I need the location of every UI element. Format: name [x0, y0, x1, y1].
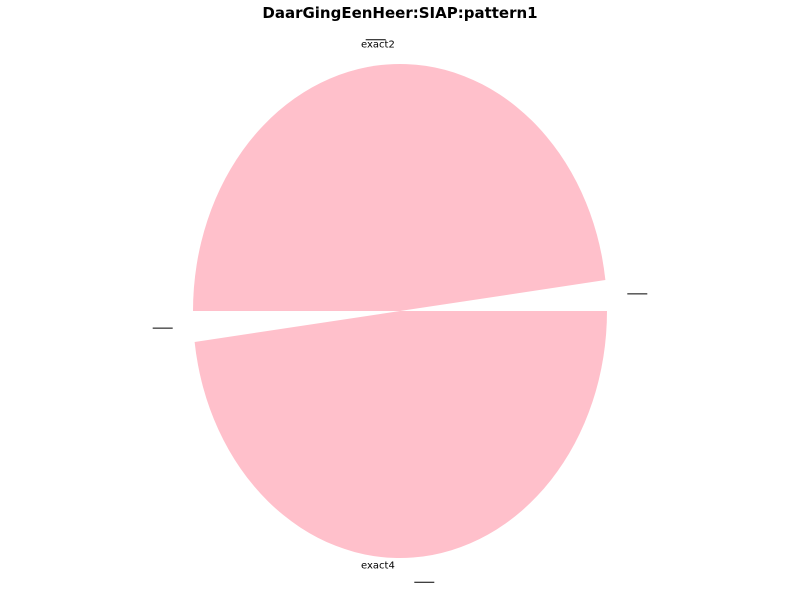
chart-title: DaarGingEenHeer:SIAP:pattern1 — [262, 4, 538, 22]
pie-slice-exact4 — [194, 311, 607, 559]
pie-slice-gap-2 — [192, 311, 400, 342]
slice-label-exact2: exact2 — [361, 40, 395, 51]
slice-label-exact4: exact4 — [361, 561, 395, 572]
pie-slice-gap-0 — [400, 280, 607, 311]
pie-slice-exact2 — [193, 63, 606, 311]
